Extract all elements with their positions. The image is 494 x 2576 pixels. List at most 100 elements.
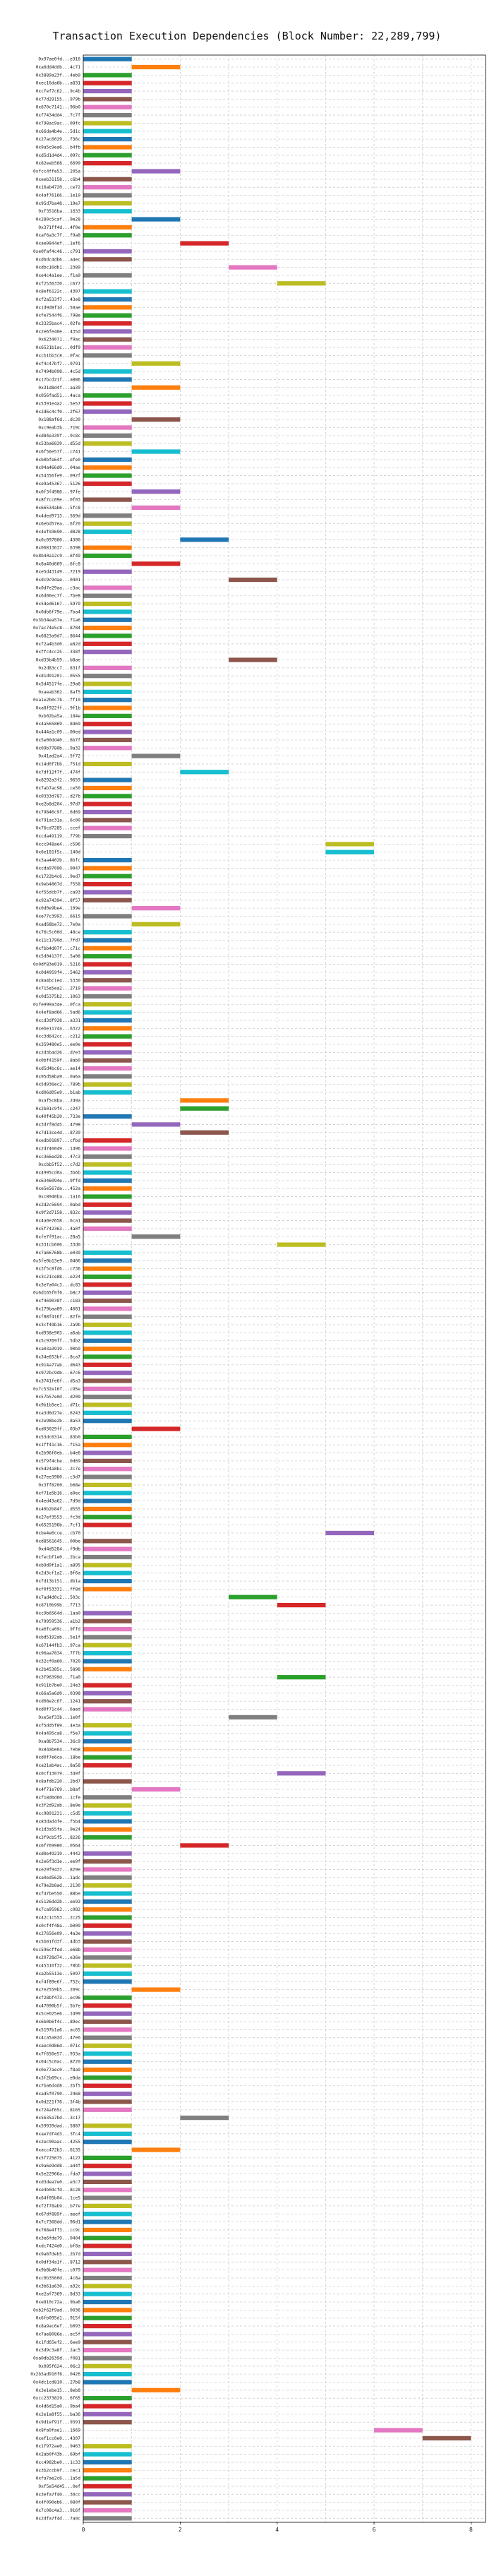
y-tick-label: 0x97ae0fd...e316 — [38, 57, 80, 62]
y-tick-label: 0x7ab7ac98...ce50 — [36, 786, 81, 791]
y-tick-label: 0xaf5c8ba...249a — [38, 1098, 80, 1103]
execution-bar — [83, 1995, 132, 2000]
y-tick-label: 0x8a9ac6ef...b093 — [36, 2324, 81, 2329]
execution-bar — [83, 1162, 132, 1167]
execution-bar — [83, 1346, 132, 1352]
y-tick-label: 0xfcc4ffe53...205a — [33, 169, 80, 174]
y-tick-label: 0xf4f89e6f...752c — [36, 1979, 81, 1984]
y-tick-label: 0xe77c3993...6615 — [36, 914, 81, 919]
y-tick-label: 0xa8f922ff...9f1b — [36, 706, 81, 711]
y-tick-label: 0xb0bfe64f...efe0 — [36, 458, 81, 463]
execution-bar — [83, 193, 132, 198]
y-tick-label: 0x32cf0a60...7020 — [36, 1659, 81, 1664]
execution-bar — [131, 217, 181, 222]
y-tick-label: 0x40f45b20...733e — [36, 1114, 81, 1119]
execution-bar — [83, 1651, 132, 1656]
y-tick-label: 0x8292a3f2...9659 — [36, 778, 81, 783]
y-tick-label: 0x5d4517fe...29a8 — [36, 682, 81, 687]
execution-bar — [83, 1931, 132, 1936]
execution-bar — [83, 2171, 132, 2176]
execution-bar — [83, 2323, 132, 2329]
y-tick-label: 0x6ebd57ea...6f20 — [36, 522, 81, 527]
x-tick-labels: 0 2 4 6 8 — [82, 2522, 473, 2533]
execution-bar — [83, 585, 132, 590]
chart-title: Transaction Execution Dependencies (Bloc… — [53, 30, 442, 42]
execution-bar — [131, 1987, 181, 1992]
execution-bar — [83, 97, 132, 102]
execution-bar — [83, 1827, 132, 1832]
execution-bar — [83, 1226, 132, 1232]
execution-bar — [83, 345, 132, 350]
execution-bar — [83, 1803, 132, 1808]
y-tick-label: 0x2d6c4cf0...2f67 — [36, 410, 81, 415]
execution-bar — [83, 1066, 132, 1071]
y-tick-label: 0x95d58ba9...0a6a — [36, 1074, 81, 1079]
execution-bar — [83, 1354, 132, 1359]
execution-bar — [83, 2308, 132, 2313]
execution-bar — [277, 1771, 326, 1776]
execution-bar — [83, 1915, 132, 1920]
execution-bar — [131, 505, 181, 511]
execution-bar — [180, 1130, 229, 1135]
y-tick-label: 0xe9a45367...5126 — [36, 482, 81, 487]
y-tick-label: 0x0df34a1f...8712 — [36, 2260, 81, 2265]
y-tick-label: 0x66a5a6d0...0398 — [36, 1691, 81, 1696]
y-tick-label: 0xf7434dd4...7c7f — [36, 113, 81, 118]
execution-bar — [83, 2332, 132, 2337]
execution-bar — [83, 2420, 132, 2425]
execution-bar — [83, 465, 132, 470]
y-tick-label: 0xfd13b151...db1a — [36, 1579, 81, 1584]
y-tick-label: 0x6e181f5c...140d — [36, 850, 81, 855]
execution-bar — [83, 1875, 132, 1880]
y-tick-label: 0xa2b5513e...5097 — [36, 1972, 81, 1976]
y-tick-label: 0x42c1c553...2c25 — [36, 1916, 81, 1921]
y-tick-label: 0x7c08c4a3...916f — [36, 2508, 81, 2513]
y-tick-label: 0xd5d4bc6c...ae14 — [36, 1066, 81, 1071]
execution-bar — [83, 1146, 132, 1151]
execution-bar — [83, 112, 132, 118]
y-tick-label: 0x67144fb3...97ca — [36, 1643, 81, 1648]
y-tick-label: 0x0bf4159f...8ab0 — [36, 1059, 81, 1063]
y-tick-label: 0x81d91201...0555 — [36, 674, 81, 679]
y-tick-label: 0x095f624...06c2 — [38, 2364, 80, 2369]
execution-bar — [83, 1482, 132, 1488]
y-tick-label: 0x5d24a8bc...2c7e — [36, 1467, 81, 1472]
execution-bar — [83, 553, 132, 559]
y-tick-label: 0x6823a9d7...8644 — [36, 633, 81, 638]
y-tick-label: 0xcbb5f52...c7d2 — [38, 1162, 80, 1167]
execution-bar — [83, 866, 132, 871]
y-tick-label: 0x54356fe9...092f — [36, 474, 81, 479]
execution-bar — [83, 2347, 132, 2353]
y-tick-label: 0x6fb095d1...915f — [36, 2316, 81, 2321]
y-tick-label: 0x0f3f4986...97fe — [36, 489, 81, 494]
execution-bar — [83, 2075, 132, 2080]
execution-bar — [83, 2267, 132, 2272]
y-tick-label: 0xe29f9437...829e — [36, 1867, 81, 1872]
execution-bar — [83, 177, 132, 181]
execution-bar — [83, 1506, 132, 1512]
y-tick-label: 0x2b45385c...5898 — [36, 1667, 81, 1672]
execution-bar — [180, 1106, 229, 1111]
y-tick-label: 0x5ce025e6...1499 — [36, 2012, 81, 2017]
grid-layer — [83, 55, 486, 2522]
execution-bar — [83, 2260, 132, 2265]
y-tick-label: 0x9a6e9dd8...a44f — [36, 2164, 81, 2169]
execution-bar — [180, 770, 229, 775]
y-tick-label: 0xacc472b3...6135 — [36, 2147, 81, 2152]
execution-bar — [325, 849, 375, 854]
y-tick-label: 0x7ca95963...c082 — [36, 1907, 81, 1912]
y-tick-label: 0x82eeb568...6699 — [36, 161, 81, 166]
y-tick-label: 0x2d740049...1496 — [36, 1146, 81, 1151]
y-tick-label: 0x04c5c0ac...8720 — [36, 2060, 81, 2065]
y-tick-label: 0x3f5c8fd6...c736 — [36, 1267, 81, 1272]
y-tick-label: 0x5f9f4cbe...0d69 — [36, 1459, 81, 1464]
execution-bar — [83, 249, 132, 254]
execution-bar — [83, 569, 132, 574]
y-tick-label: 0x3f9cb5f5...8226 — [36, 1835, 81, 1840]
y-tick-label: 0x84abe64...7eb8 — [38, 1747, 80, 1752]
y-tick-label: 0x9a5c9ea6...b4fb — [36, 145, 81, 150]
execution-bar — [131, 1426, 181, 1431]
execution-bar — [422, 2435, 471, 2441]
y-tick-label: 0xcda97090...9047 — [36, 866, 81, 871]
execution-bar — [83, 914, 132, 919]
